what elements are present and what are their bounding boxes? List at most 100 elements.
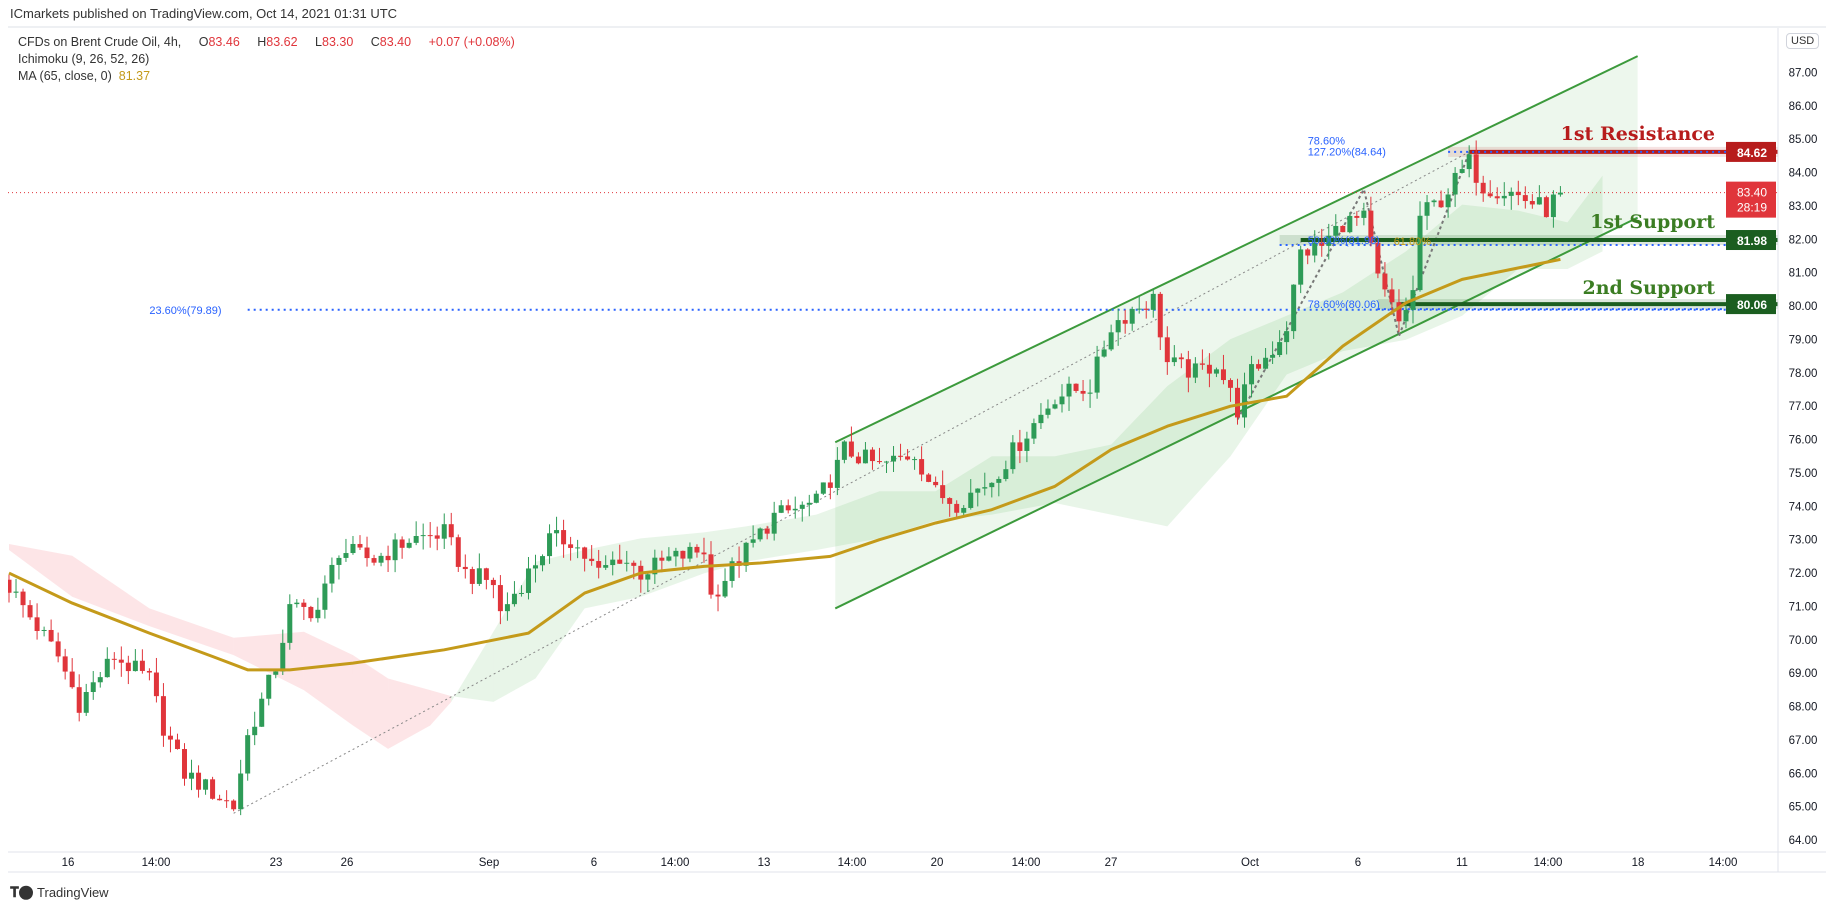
ichimoku-cloud-segment — [1167, 339, 1231, 527]
candle-body — [855, 456, 861, 464]
price-tick-label: 86.00 — [1789, 101, 1818, 113]
last-price-badge — [1726, 181, 1776, 218]
candle-body — [97, 677, 103, 683]
candle-body — [680, 550, 686, 559]
candle-body — [554, 530, 560, 534]
fib-label: 127.20%(84.64) — [1308, 146, 1386, 158]
candle-body — [371, 558, 377, 563]
candle-body — [1101, 349, 1107, 357]
price-tick-label: 67.00 — [1789, 735, 1818, 747]
candle — [1494, 187, 1500, 205]
price-tick-label: 85.00 — [1789, 134, 1818, 146]
candle — [1536, 185, 1542, 205]
price-tick-label: 77.00 — [1789, 401, 1818, 413]
candle — [420, 523, 426, 550]
time-tick-label: 13 — [758, 857, 771, 869]
candle — [357, 535, 363, 550]
candle-body — [806, 502, 812, 505]
candle — [568, 536, 574, 561]
candle-body — [1129, 309, 1135, 324]
last-price-label: 83.40 — [1737, 186, 1767, 200]
ichimoku-cloud-segment — [1462, 204, 1519, 316]
candle-body — [83, 692, 89, 713]
candle-body — [1059, 396, 1065, 405]
candle — [1319, 228, 1325, 257]
candle-body — [315, 609, 321, 619]
candle-body — [1326, 235, 1332, 246]
candle-body — [420, 535, 426, 537]
candle-body — [1024, 438, 1030, 451]
candle — [848, 426, 854, 458]
candle — [364, 536, 370, 567]
time-tick-label: 16 — [62, 857, 75, 869]
candle — [1291, 284, 1297, 339]
price-tick-label: 64.00 — [1789, 835, 1818, 847]
time-tick-label: 14:00 — [838, 857, 867, 869]
currency-button[interactable]: USD — [1786, 33, 1820, 49]
candle-body — [1473, 154, 1479, 183]
ohlc-low: L83.30 — [315, 35, 353, 49]
candle — [1270, 341, 1276, 364]
candle — [434, 526, 440, 551]
candle — [1199, 349, 1205, 370]
candle-body — [448, 524, 454, 538]
candle-body — [287, 604, 293, 643]
tradingview-wordmark: TradingView — [37, 885, 109, 900]
candle — [827, 474, 833, 500]
legend-ichimoku[interactable]: Ichimoku (9, 26, 52, 26) — [18, 52, 150, 66]
ohlc-close: C83.40 — [371, 35, 411, 49]
candle — [1529, 194, 1535, 209]
candle — [118, 646, 124, 677]
candle — [301, 599, 307, 620]
candle-body — [729, 561, 735, 581]
ma-label: MA (65, close, 0) — [18, 69, 112, 83]
candle — [104, 647, 110, 678]
candle-body — [1312, 242, 1318, 256]
candle-body — [820, 482, 826, 494]
candle-body — [771, 512, 777, 534]
candle-body — [462, 566, 468, 570]
ichimoku-cloud-segment — [816, 491, 880, 551]
candle-body — [1515, 191, 1521, 196]
candle — [1150, 289, 1156, 318]
candle — [1024, 431, 1030, 463]
candle — [8, 574, 12, 603]
candle — [645, 571, 651, 593]
time-tick-label: 14:00 — [1709, 857, 1738, 869]
candle — [90, 671, 96, 700]
legend-ma[interactable]: MA (65, close, 0) 81.37 — [18, 68, 515, 85]
time-tick-label: 26 — [341, 857, 354, 869]
candle-body — [511, 593, 517, 605]
candle-body — [891, 455, 897, 462]
candle — [1347, 212, 1353, 234]
level-price-badge — [1726, 294, 1776, 315]
time-tick-label: 6 — [591, 857, 597, 869]
time-tick-label: 20 — [931, 857, 944, 869]
symbol-name[interactable]: CFDs on Brent Crude Oil, 4h, — [18, 35, 182, 49]
candle-body — [1354, 215, 1360, 218]
candle — [596, 549, 602, 579]
candle-body — [1529, 201, 1535, 205]
candle — [687, 542, 693, 563]
candle-body — [266, 674, 272, 699]
candle — [1235, 378, 1240, 425]
candle — [1227, 378, 1233, 402]
candle — [1171, 345, 1177, 367]
candle — [13, 578, 19, 598]
candle-body — [764, 528, 770, 534]
candle-body — [55, 641, 61, 657]
level-name-label: 2nd Support — [1583, 277, 1716, 299]
candle — [554, 516, 560, 547]
candle — [224, 790, 230, 808]
price-tick-label: 70.00 — [1789, 635, 1818, 647]
candle — [1557, 186, 1563, 197]
ichimoku-cloud-segment — [1111, 386, 1168, 527]
fib-label: 23.60%(79.89) — [149, 305, 221, 317]
time-tick-label: 11 — [1456, 857, 1468, 869]
candle — [41, 626, 47, 637]
candle — [48, 619, 54, 643]
candle — [1178, 353, 1184, 369]
candle-body — [652, 557, 658, 575]
time-tick-label: Sep — [479, 857, 499, 869]
